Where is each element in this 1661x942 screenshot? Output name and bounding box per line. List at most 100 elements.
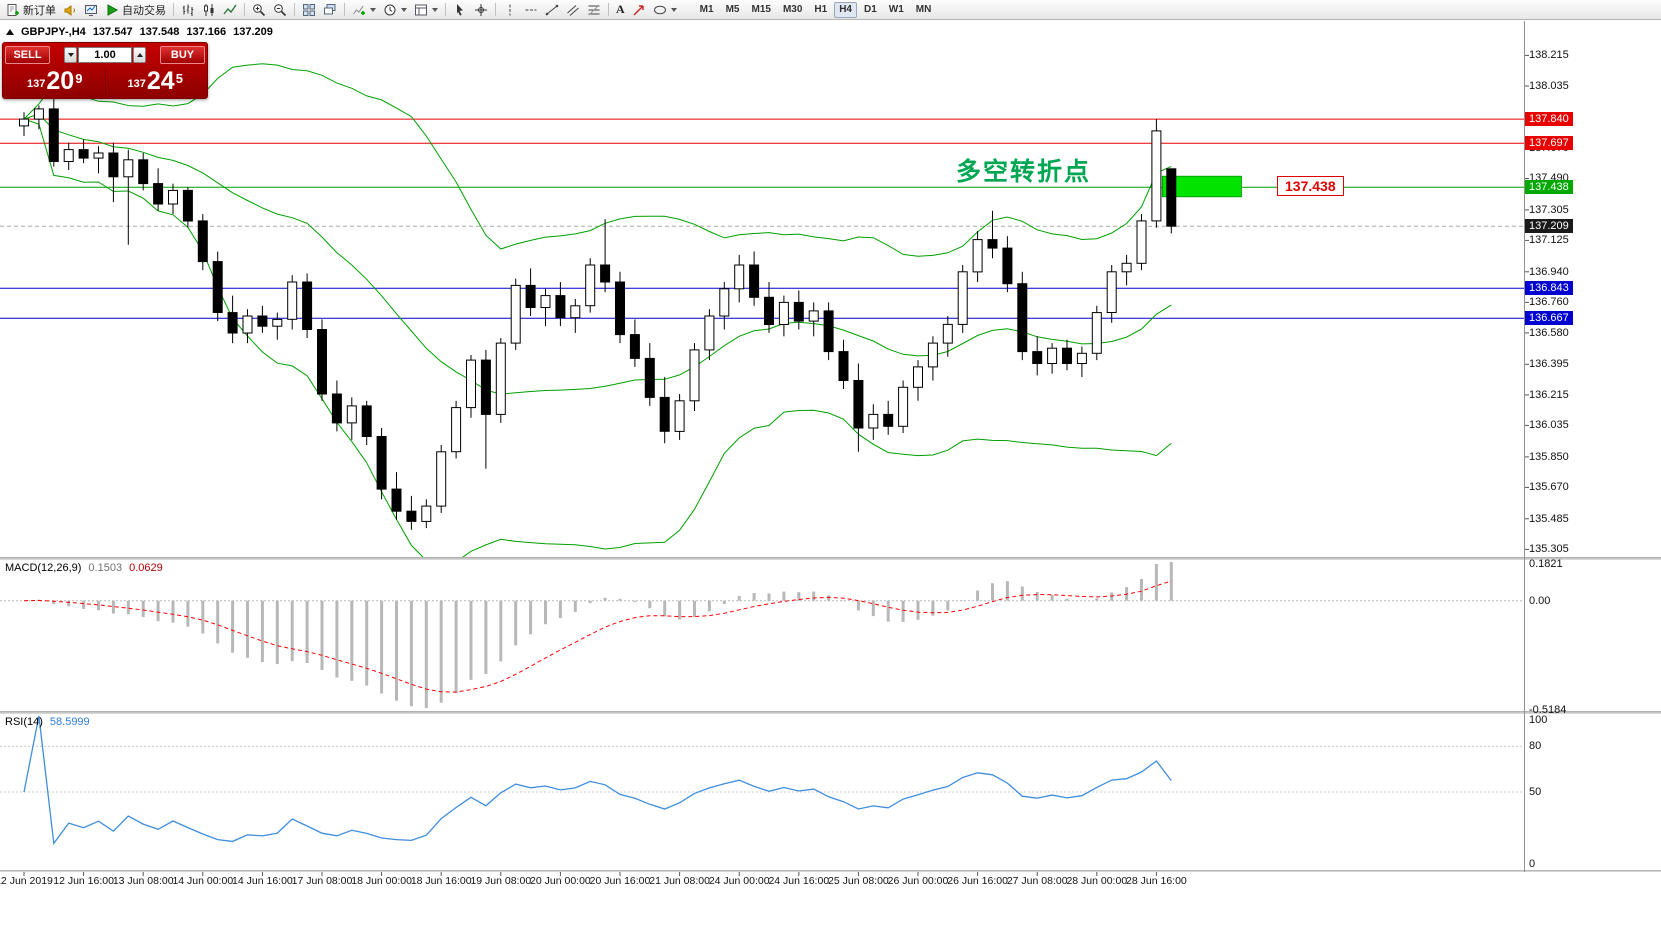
rsi-title: RSI(14) <box>5 716 43 728</box>
add-indicator-icon <box>353 5 365 15</box>
toolbar-separator <box>244 3 245 16</box>
horizontal-line-button[interactable] <box>521 0 541 19</box>
timeframe-mn[interactable]: MN <box>915 3 932 15</box>
crosshair-icon <box>475 3 487 16</box>
dropdown-caret-icon <box>401 7 407 12</box>
timeframe-h1[interactable]: H1 <box>814 3 828 15</box>
sell-button[interactable]: SELL <box>5 46 50 64</box>
indicators-button[interactable] <box>349 0 379 19</box>
vertical-line-button[interactable] <box>500 0 520 19</box>
timeframe-m1[interactable]: M1 <box>699 3 714 15</box>
one-click-panel-toggle-icon[interactable] <box>6 29 14 35</box>
cascade-windows-button[interactable] <box>320 0 340 19</box>
fibonacci-button[interactable] <box>584 0 604 19</box>
buy-price-sup: 5 <box>175 71 183 86</box>
buy-price-big: 24 <box>146 67 175 95</box>
new-order-icon <box>7 3 19 16</box>
spin-down-icon <box>67 53 74 57</box>
buy-price-prefix: 137 <box>127 78 146 90</box>
cursor-button[interactable] <box>450 0 470 19</box>
zoom-in-icon <box>253 3 266 16</box>
toolbar-separator <box>173 3 174 16</box>
ohlc-low: 137.166 <box>186 26 227 38</box>
toolbar-separator <box>294 3 295 16</box>
chart-window-button[interactable] <box>81 0 101 19</box>
clock-icon <box>384 4 396 15</box>
periods-button[interactable] <box>380 0 410 19</box>
sell-price-prefix: 137 <box>27 78 46 90</box>
timeframe-group: M1 M5 M15 M30 H1 H4 D1 W1 MN <box>695 1 937 18</box>
alerts-button[interactable] <box>60 0 80 19</box>
line-chart-button[interactable] <box>220 0 240 19</box>
panel-separator-macd[interactable] <box>0 557 1661 560</box>
buy-button[interactable]: BUY <box>160 46 205 64</box>
bar-chart-icon <box>182 4 194 16</box>
channel-button[interactable] <box>563 0 583 19</box>
rsi-header: RSI(14) 58.5999 <box>5 716 90 728</box>
timeframe-d1[interactable]: D1 <box>863 3 877 15</box>
arrow-tool-button[interactable] <box>629 0 649 19</box>
new-order-button[interactable]: 新订单 <box>3 0 59 19</box>
timeframe-m30[interactable]: M30 <box>782 3 803 15</box>
sell-price-big: 20 <box>46 67 75 95</box>
ohlc-high: 137.548 <box>139 26 180 38</box>
chart-window-icon <box>85 4 97 16</box>
chart-header: GBPJPY-,H4 137.547 137.548 137.166 137.2… <box>6 26 273 38</box>
price-axis-separator <box>1524 21 1525 872</box>
candlestick-chart-button[interactable] <box>199 0 219 19</box>
sell-price-sup: 9 <box>75 71 83 86</box>
zoom-out-icon <box>274 3 287 16</box>
annotation-text[interactable]: 多空转折点 <box>956 158 1092 186</box>
channel-icon <box>567 4 579 16</box>
price-axis[interactable] <box>1525 21 1661 870</box>
tile-windows-button[interactable] <box>299 0 319 19</box>
trendline-button[interactable] <box>542 0 562 19</box>
shapes-icon <box>653 5 666 14</box>
volume-decrease-button[interactable] <box>64 47 77 63</box>
macd-title: MACD(12,26,9) <box>5 562 82 574</box>
zoom-in-button[interactable] <box>249 0 269 19</box>
megaphone-icon <box>64 4 75 16</box>
zoom-out-button[interactable] <box>270 0 290 19</box>
bar-chart-button[interactable] <box>178 0 198 19</box>
ohlc-open: 137.547 <box>92 26 133 38</box>
panel-separator-rsi[interactable] <box>0 711 1661 714</box>
arrow-tool-icon <box>633 4 644 15</box>
template-icon <box>415 4 427 15</box>
sell-price[interactable]: 137 20 9 <box>5 69 105 94</box>
volume-increase-button[interactable] <box>133 47 146 63</box>
tile-windows-icon <box>303 3 315 16</box>
macd-value-signal: 0.0629 <box>129 562 163 574</box>
timeframe-m5[interactable]: M5 <box>725 3 740 15</box>
dropdown-caret-icon <box>370 7 376 12</box>
templates-button[interactable] <box>411 0 441 19</box>
one-click-trading-panel: SELL BUY 137 20 9 137 24 5 <box>2 42 208 99</box>
spin-up-icon <box>136 53 143 57</box>
crosshair-button[interactable] <box>471 0 491 19</box>
rsi-value: 58.5999 <box>49 716 90 728</box>
toolbar-separator <box>344 3 345 16</box>
shapes-button[interactable] <box>650 0 680 19</box>
price-divider <box>104 68 106 95</box>
volume-input[interactable] <box>78 47 132 63</box>
auto-trading-label: 自动交易 <box>122 4 166 17</box>
timeframe-m15[interactable]: M15 <box>751 3 771 15</box>
auto-trading-button[interactable]: 自动交易 <box>102 0 169 19</box>
timeframe-w1[interactable]: W1 <box>888 3 904 15</box>
trendline-icon <box>545 4 559 15</box>
macd-header: MACD(12,26,9) 0.1503 0.0629 <box>5 562 163 574</box>
dropdown-caret-icon <box>670 7 677 12</box>
toolbar-separator <box>445 3 446 16</box>
highlight-rectangle[interactable] <box>1161 175 1242 198</box>
play-icon <box>107 3 119 16</box>
buy-price[interactable]: 137 24 5 <box>106 69 206 94</box>
timeframe-h4[interactable]: H4 <box>834 1 857 18</box>
toolbar-separator <box>608 3 609 16</box>
price-tag[interactable]: 137.438 <box>1277 176 1344 196</box>
time-axis[interactable] <box>0 872 1524 892</box>
horizontal-line-icon <box>525 9 537 10</box>
text-tool-button[interactable]: A <box>613 0 628 19</box>
symbol-period-label: GBPJPY-,H4 <box>21 26 86 38</box>
cascade-windows-icon <box>324 3 336 14</box>
